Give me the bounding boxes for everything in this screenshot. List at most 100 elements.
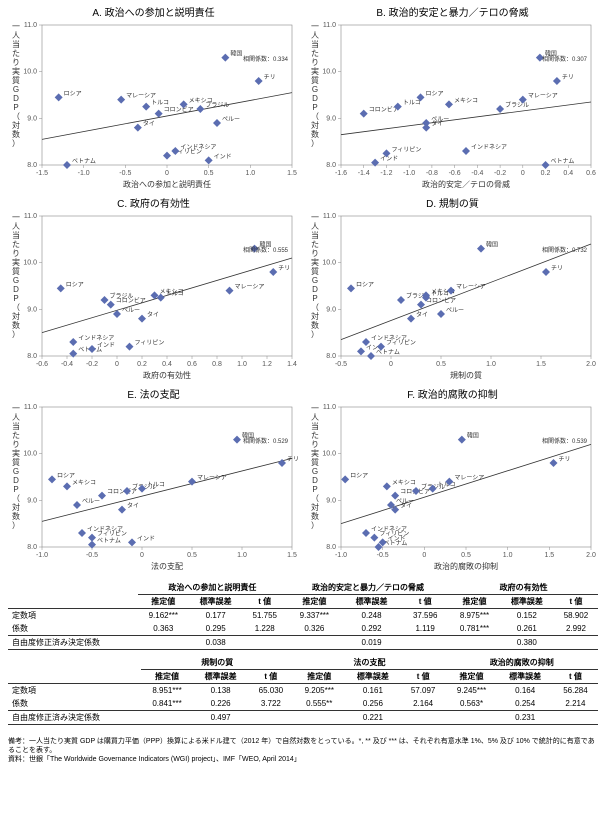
svg-text:D: D [13,94,19,103]
x-axis-label: 法の支配 [151,561,183,571]
svg-text:0.5: 0.5 [436,361,446,368]
table-cell: 0.254 [497,697,552,711]
svg-text:）: ） [311,139,319,148]
point-label: インドネシア [471,144,507,151]
svg-text:10.0: 10.0 [322,260,336,267]
point-label: インド [214,154,232,160]
point-label: チリ [562,74,574,81]
svg-text:対: 対 [311,120,319,130]
svg-text:8.0: 8.0 [27,162,37,169]
svg-text:対: 対 [12,502,20,512]
point-label: チリ [278,265,290,272]
svg-text:1.0: 1.0 [237,552,247,559]
svg-text:D: D [312,94,318,103]
point-label: ロシア [64,90,82,97]
svg-text:0.5: 0.5 [204,170,214,177]
point-label: チリ [264,74,276,81]
point-label: インド [137,536,155,542]
svg-text:人: 人 [12,413,20,422]
svg-text:-1.5: -1.5 [36,170,48,177]
svg-text:た: た [311,431,319,440]
svg-text:質: 質 [12,266,20,276]
point-label: コロンビア [164,106,194,114]
svg-text:G: G [312,85,318,94]
svg-text:当: 当 [311,39,319,49]
svg-text:人: 人 [12,31,20,40]
svg-text:数: 数 [311,320,319,330]
svg-text:1.5: 1.5 [544,552,554,559]
data-point [370,534,378,542]
table-cell: 0.363 [138,622,189,636]
data-point [205,156,213,164]
svg-text:当: 当 [311,230,319,240]
col-header: 推定値 [446,670,498,684]
data-point [155,110,163,118]
point-label: ロシア [426,90,444,97]
svg-text:（: （ [311,494,319,503]
data-point [226,287,234,295]
svg-text:た: た [311,49,319,58]
svg-text:た: た [12,49,20,58]
col-header: 推定値 [287,595,342,609]
svg-text:-0.6: -0.6 [449,170,461,177]
row-label: 自由度修正済み決定係数 [8,636,138,650]
table-cell [401,636,449,650]
svg-text:D: D [312,476,318,485]
scatter-panel-F: 8.09.010.011.0-1.0-0.500.51.01.52.0ロシアイン… [307,403,597,573]
data-point [69,338,77,346]
svg-text:実: 実 [311,448,319,458]
data-point [126,343,134,351]
col-header: t 値 [243,595,287,609]
data-point [553,77,561,85]
svg-text:一: 一 [12,22,20,31]
svg-text:G: G [312,467,318,476]
svg-text:8.0: 8.0 [326,162,336,169]
table-cell: 57.097 [401,684,446,698]
svg-text:（: （ [311,303,319,312]
svg-text:P: P [13,103,18,112]
table-cell [141,711,193,725]
svg-text:り: り [311,249,319,258]
svg-text:D: D [13,285,19,294]
table-cell: 9.337*** [287,609,342,623]
table-cell [553,711,598,725]
point-label: チリ [287,456,298,463]
svg-text:-0.5: -0.5 [119,170,131,177]
col-header: t 値 [248,670,293,684]
data-point [269,268,277,276]
data-point [88,534,96,542]
table-cell: 0.161 [345,684,400,698]
point-label: トルコ [166,291,184,298]
svg-text:一: 一 [12,404,20,413]
svg-text:9.0: 9.0 [27,497,37,504]
point-label: タイ [127,502,139,510]
svg-text:り: り [311,58,319,67]
data-point [407,315,415,323]
col-header: 標準誤差 [189,595,243,609]
table-cell: 0.841*** [141,697,193,711]
table-cell: 3.722 [248,697,293,711]
col-header: t 値 [554,595,598,609]
point-label: インドネシア [180,144,216,151]
svg-text:実: 実 [12,257,20,267]
table-cell: 0.226 [193,697,248,711]
svg-text:質: 質 [311,266,319,276]
svg-text:10.0: 10.0 [322,451,336,458]
table-cell: 9.245*** [446,684,498,698]
data-point [69,350,77,358]
svg-text:当: 当 [311,421,319,431]
point-label: タイ [431,120,443,128]
svg-text:り: り [12,440,20,449]
svg-text:G: G [13,467,19,476]
panel-title: E. 法の支配 [8,386,299,401]
data-point [57,284,65,292]
panel-A: A. 政治への参加と説明責任8.09.010.011.0-1.5-1.0-0.5… [8,4,299,191]
table-cell: 56.284 [553,684,598,698]
svg-text:数: 数 [311,511,319,521]
svg-text:9.0: 9.0 [326,306,336,313]
col-header: 標準誤差 [497,670,552,684]
panel-E: E. 法の支配8.09.010.011.0-1.0-0.500.51.01.5ロ… [8,386,299,573]
svg-text:）: ） [311,521,319,530]
data-point [458,436,466,444]
svg-text:-1.0: -1.0 [335,552,347,559]
